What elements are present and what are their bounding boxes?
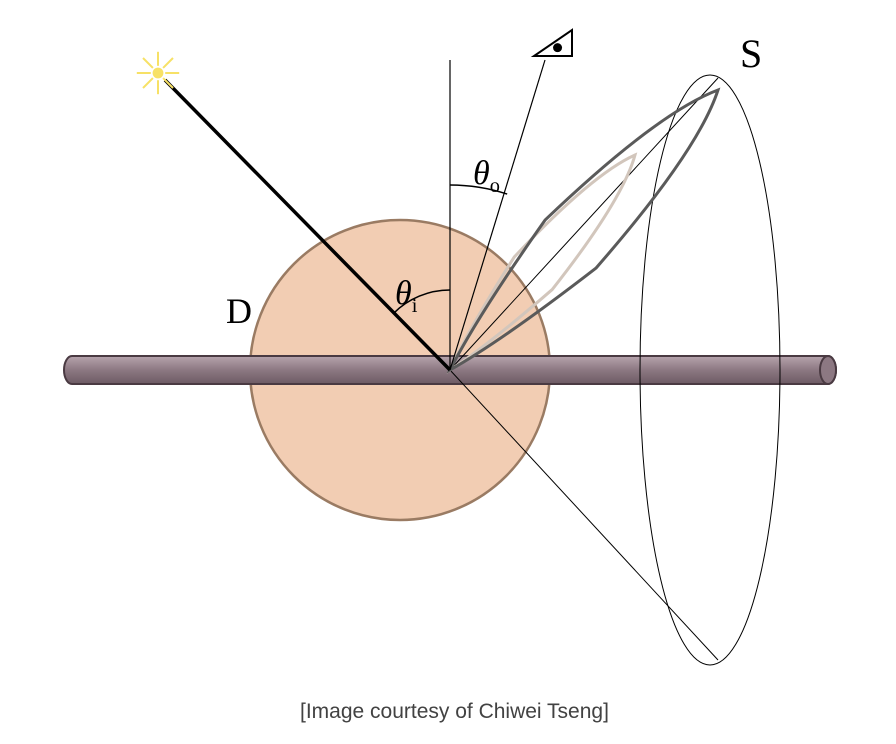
image-credit: [Image courtesy of Chiwei Tseng]	[300, 700, 609, 724]
label-theta-i: θi	[395, 275, 417, 318]
sun-icon	[137, 52, 179, 94]
label-theta-o: θo	[473, 155, 500, 198]
label-s: S	[740, 30, 762, 77]
eye-icon	[534, 30, 572, 56]
label-d: D	[226, 290, 252, 332]
diagram-canvas	[0, 0, 896, 744]
